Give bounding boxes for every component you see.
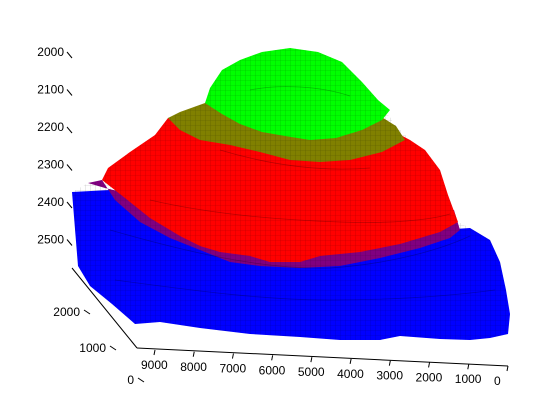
axes: 9000 8000 7000 6000 5000 4000 3000 2000 1000 0 01… [37,45,509,388]
x-axis-line [136,347,509,367]
surface-mesh-overlay [72,48,510,340]
y-tick-label-0: 0 [127,373,134,387]
surface-contours [109,86,496,301]
y-tick-label-2: 2000 [53,305,80,319]
x-tick-label-3: 6000 [259,363,286,377]
x-tick-label-9: 0 [494,374,501,388]
z-tick-mark-0 [66,51,73,59]
x-tick-label-5: 4000 [337,367,364,381]
z-tick-mark-5 [66,239,73,246]
x-tick-mark-4 [310,357,313,363]
x-tick-label-0: 9000 [141,358,168,372]
z-tick-label-4: 2400 [37,195,64,209]
terrain-surface [72,48,510,340]
z-tick-label-3: 2300 [37,158,64,172]
x-tick-mark-1 [192,351,195,357]
x-tick-label-6: 3000 [376,369,403,383]
z-tick-mark-3 [66,164,73,171]
x-tick-mark-6 [388,360,391,366]
z-tick-mark-2 [66,126,73,134]
x-tick-label-4: 5000 [298,365,325,379]
z-tick-mark-4 [66,201,73,209]
x-tick-mark-8 [467,364,470,370]
z-tick-mark-1 [66,89,73,96]
y-axis-line [71,267,138,349]
x-tick-mark-9 [506,365,509,372]
x-tick-label-2: 7000 [219,362,246,376]
x-tick-mark-3 [271,355,274,361]
x-tick-mark-7 [428,362,431,368]
x-tick-label-7: 2000 [416,370,443,384]
y-tick-label-1: 1000 [79,341,106,355]
x-tick-mark-2 [231,353,234,359]
z-tick-label-0: 2000 [37,45,64,59]
y-ticks: 0 1000 2000 [53,305,145,387]
x-tick-label-1: 8000 [180,360,207,374]
z-tick-label-2: 2200 [37,120,64,134]
z-ticks: 2000 2100 2200 2300 2400 2500 [37,45,73,247]
y-tick-mark-2 [83,309,91,315]
z-tick-label-5: 2500 [37,233,64,247]
y-tick-mark-0 [137,377,145,383]
z-tick-label-1: 2100 [37,83,64,97]
y-tick-mark-1 [109,345,117,351]
x-ticks: 9000 8000 7000 6000 5000 4000 3000 2000 1000 0 [141,349,509,388]
x-tick-label-8: 1000 [455,372,482,386]
x-tick-mark-0 [153,349,156,356]
x-tick-mark-5 [349,358,352,364]
